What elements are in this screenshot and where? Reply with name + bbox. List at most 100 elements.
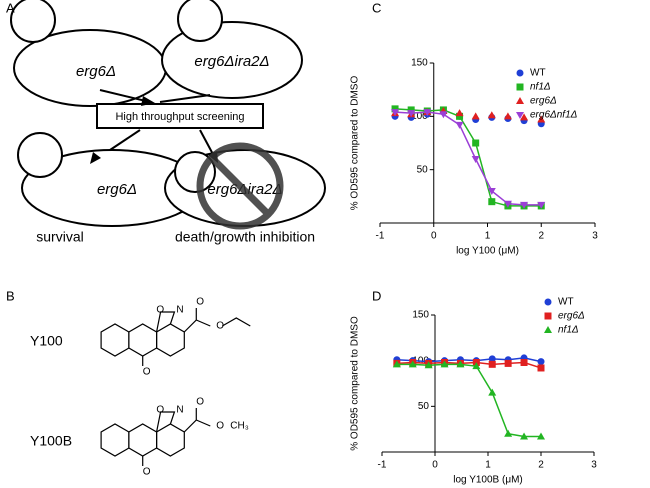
point [488, 355, 496, 363]
point [520, 358, 528, 366]
point [440, 360, 449, 368]
legend-label: erg6Δ [558, 311, 585, 322]
x-tick-label: 3 [591, 460, 597, 471]
point [455, 109, 464, 117]
x-tick-label: 0 [432, 460, 438, 471]
legend-label: nf1Δ [530, 82, 551, 93]
point [537, 115, 546, 123]
x-tick-label: 1 [485, 460, 491, 471]
y-tick-label: 100 [411, 111, 428, 122]
point [488, 360, 496, 368]
point [408, 360, 417, 368]
legend-marker [516, 97, 524, 104]
atom-label: N [176, 305, 183, 316]
prohibition-sign [196, 142, 284, 230]
legend-marker [544, 298, 552, 306]
outcome-label: survival [36, 229, 83, 245]
bond [221, 317, 251, 327]
atom-label: O [196, 297, 204, 308]
point [455, 121, 464, 129]
ring [156, 323, 185, 357]
point [488, 388, 497, 396]
series-line [395, 108, 542, 207]
x-tick-label: -1 [376, 231, 385, 242]
ring [128, 423, 158, 457]
panel-label: A [6, 0, 15, 15]
bond [155, 411, 176, 433]
y-tick-label: 50 [417, 164, 429, 175]
point [391, 105, 399, 113]
compound-label: Y100 [30, 333, 63, 349]
series-line [396, 357, 542, 363]
point [520, 201, 529, 209]
legend-marker [544, 312, 552, 320]
point [472, 139, 480, 147]
point [503, 112, 512, 120]
point [407, 106, 415, 114]
legend-label: erg6Δnf1Δ [530, 110, 578, 121]
x-tick-label: 0 [431, 231, 437, 242]
point [472, 362, 481, 370]
x-tick-label: 2 [538, 231, 544, 242]
legend-marker [516, 69, 524, 77]
bond [183, 308, 197, 333]
compound-label: Y100B [30, 433, 72, 449]
series-line [396, 361, 542, 369]
point [423, 109, 432, 117]
point [537, 358, 545, 366]
point [471, 112, 480, 120]
screen-label: High throughput screening [115, 111, 244, 123]
panel-label: D [372, 288, 381, 303]
atom-label: O [143, 367, 151, 378]
point [504, 359, 512, 367]
legend-marker [516, 83, 524, 91]
series-line [396, 363, 541, 438]
point [537, 201, 546, 209]
legend-label: WT [558, 297, 574, 308]
ring [128, 323, 158, 357]
point [503, 200, 512, 208]
y-axis-label: % OD595 compared to DMSO [350, 76, 361, 211]
point [537, 432, 545, 440]
point [537, 364, 545, 372]
point [392, 360, 401, 368]
point [456, 112, 464, 120]
legend-marker [544, 326, 552, 333]
legend-label: erg6Δ [530, 96, 557, 107]
series-line [395, 111, 542, 206]
atom-label: O [216, 321, 224, 332]
legend-label: nf1Δ [558, 325, 579, 336]
ring [156, 423, 185, 457]
point [407, 110, 416, 118]
x-axis-label: log Y100 (μM) [456, 246, 519, 257]
point [504, 429, 513, 437]
point [520, 113, 529, 121]
ring [100, 323, 130, 357]
structure [100, 408, 211, 466]
point [391, 109, 400, 117]
atom-label: O [196, 397, 204, 408]
panel-label: B [6, 288, 15, 303]
bond [183, 408, 197, 433]
y-tick-label: 50 [418, 401, 430, 412]
atom-label: O [143, 467, 151, 478]
point [488, 198, 496, 206]
y-tick-label: 150 [412, 310, 429, 321]
point [439, 111, 448, 119]
x-axis-label: log Y100B (μM) [453, 475, 523, 486]
structure [100, 308, 251, 366]
atom-label: CH₃ [230, 421, 249, 432]
x-tick-label: 1 [485, 231, 491, 242]
atom-label: N [176, 405, 183, 416]
panel-label: C [372, 0, 381, 15]
point [487, 111, 496, 119]
x-tick-label: -1 [378, 460, 387, 471]
atom-label: O [216, 421, 224, 432]
point [487, 188, 496, 195]
legend-marker [516, 112, 524, 119]
bond [196, 319, 211, 327]
bond [196, 419, 211, 427]
strain-label: erg6Δira2Δ [194, 53, 269, 70]
y-axis-label: % OD595 compared to DMSO [350, 316, 361, 451]
